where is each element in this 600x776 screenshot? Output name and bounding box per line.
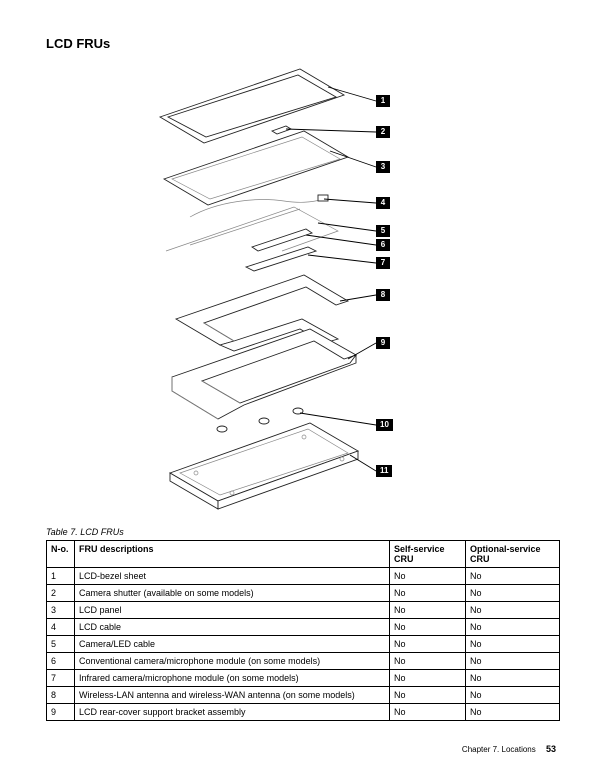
cell-no: 2 bbox=[47, 585, 75, 602]
callout-label-11: 11 bbox=[376, 465, 392, 477]
footer-chapter: Chapter 7. Locations bbox=[462, 745, 536, 754]
part-ir-camera-module bbox=[246, 247, 316, 271]
part-conv-camera-module bbox=[252, 229, 312, 251]
cell-self: No bbox=[390, 687, 466, 704]
cell-self: No bbox=[390, 670, 466, 687]
cell-desc: Conventional camera/microphone module (o… bbox=[75, 653, 390, 670]
cell-desc: LCD-bezel sheet bbox=[75, 568, 390, 585]
cell-opt: No bbox=[466, 670, 560, 687]
cell-opt: No bbox=[466, 704, 560, 721]
cell-no: 6 bbox=[47, 653, 75, 670]
exploded-diagram: 1 2 3 4 5 6 7 8 9 10 11 bbox=[48, 63, 558, 513]
footer-page-number: 53 bbox=[546, 744, 556, 754]
callout-label-5: 5 bbox=[376, 225, 390, 237]
table-row: 3LCD panelNoNo bbox=[47, 602, 560, 619]
cell-no: 1 bbox=[47, 568, 75, 585]
table-row: 7Infrared camera/microphone module (on s… bbox=[47, 670, 560, 687]
col-header-no: N-o. bbox=[47, 541, 75, 568]
callout-label-6: 6 bbox=[376, 239, 390, 251]
table-header-row: N-o. FRU descriptions Self-service CRU O… bbox=[47, 541, 560, 568]
callout-label-7: 7 bbox=[376, 257, 390, 269]
table-row: 1LCD-bezel sheetNoNo bbox=[47, 568, 560, 585]
cell-opt: No bbox=[466, 687, 560, 704]
col-header-opt: Optional-service CRU bbox=[466, 541, 560, 568]
cell-no: 4 bbox=[47, 619, 75, 636]
page-footer: Chapter 7. Locations 53 bbox=[462, 744, 556, 754]
cell-self: No bbox=[390, 568, 466, 585]
callout-label-9: 9 bbox=[376, 337, 390, 349]
cell-desc: LCD rear-cover support bracket assembly bbox=[75, 704, 390, 721]
callout-label-10: 10 bbox=[376, 419, 393, 431]
table-row: 6Conventional camera/microphone module (… bbox=[47, 653, 560, 670]
table-row: 5Camera/LED cableNoNo bbox=[47, 636, 560, 653]
table-row: 8Wireless-LAN antenna and wireless-WAN a… bbox=[47, 687, 560, 704]
cell-desc: LCD cable bbox=[75, 619, 390, 636]
col-header-desc: FRU descriptions bbox=[75, 541, 390, 568]
cell-self: No bbox=[390, 653, 466, 670]
cell-no: 5 bbox=[47, 636, 75, 653]
cell-self: No bbox=[390, 636, 466, 653]
cell-desc: Infrared camera/microphone module (on so… bbox=[75, 670, 390, 687]
callout-label-4: 4 bbox=[376, 197, 390, 209]
cell-desc: LCD panel bbox=[75, 602, 390, 619]
part-bezel-sheet bbox=[160, 69, 344, 143]
cell-self: No bbox=[390, 619, 466, 636]
part-rear-cover-bracket bbox=[172, 329, 356, 419]
cell-desc: Camera/LED cable bbox=[75, 636, 390, 653]
page-title: LCD FRUs bbox=[46, 36, 560, 51]
cell-no: 9 bbox=[47, 704, 75, 721]
cell-opt: No bbox=[466, 636, 560, 653]
cell-opt: No bbox=[466, 568, 560, 585]
part-rear-cover bbox=[170, 423, 358, 509]
callout-label-8: 8 bbox=[376, 289, 390, 301]
cell-self: No bbox=[390, 602, 466, 619]
cell-opt: No bbox=[466, 619, 560, 636]
table-row: 2Camera shutter (available on some model… bbox=[47, 585, 560, 602]
cell-desc: Wireless-LAN antenna and wireless-WAN an… bbox=[75, 687, 390, 704]
table-row: 9LCD rear-cover support bracket assembly… bbox=[47, 704, 560, 721]
cell-opt: No bbox=[466, 585, 560, 602]
part-lcd-panel bbox=[164, 131, 348, 205]
table-caption: Table 7. LCD FRUs bbox=[46, 527, 560, 537]
part-camera-led-cable bbox=[166, 207, 338, 251]
callout-label-1: 1 bbox=[376, 95, 390, 107]
cell-self: No bbox=[390, 704, 466, 721]
cell-no: 3 bbox=[47, 602, 75, 619]
cell-self: No bbox=[390, 585, 466, 602]
cell-desc: Camera shutter (available on some models… bbox=[75, 585, 390, 602]
table-row: 4LCD cableNoNo bbox=[47, 619, 560, 636]
col-header-self: Self-service CRU bbox=[390, 541, 466, 568]
cell-no: 8 bbox=[47, 687, 75, 704]
cell-opt: No bbox=[466, 602, 560, 619]
cell-no: 7 bbox=[47, 670, 75, 687]
fru-table: N-o. FRU descriptions Self-service CRU O… bbox=[46, 540, 560, 721]
part-camera-shutter bbox=[272, 126, 291, 134]
callout-label-2: 2 bbox=[376, 126, 390, 138]
cell-opt: No bbox=[466, 653, 560, 670]
callout-label-3: 3 bbox=[376, 161, 390, 173]
